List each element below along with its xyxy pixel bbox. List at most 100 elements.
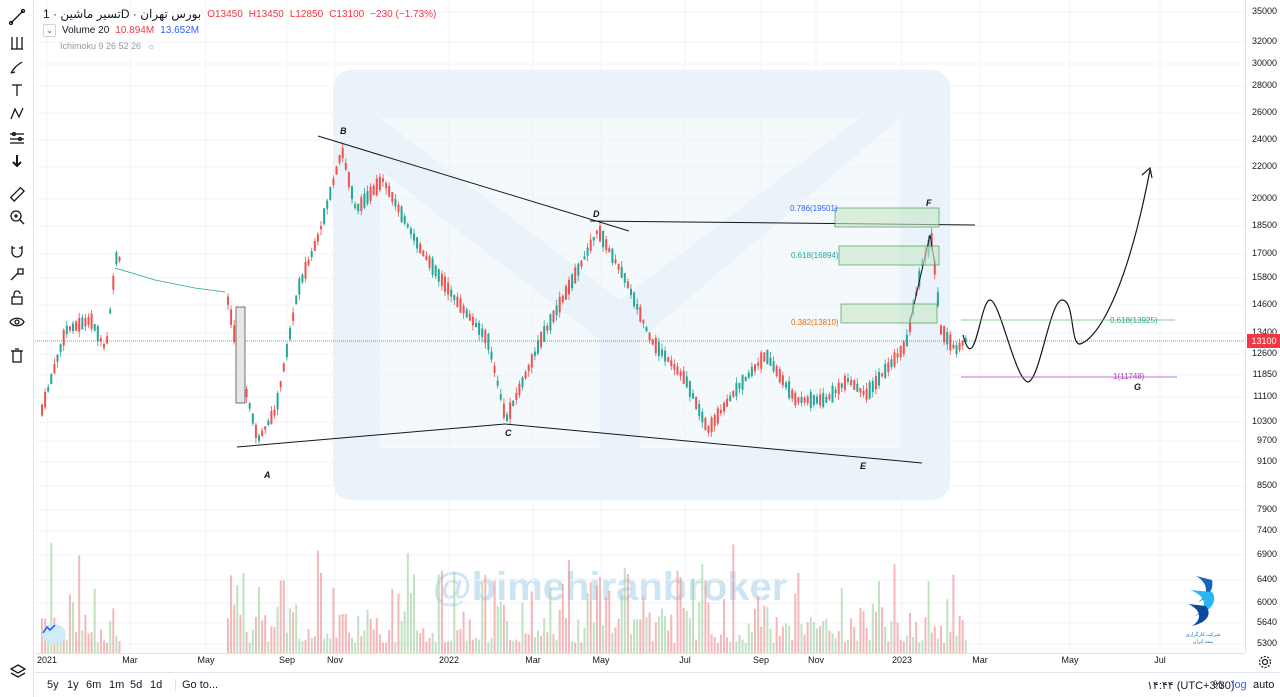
volume-bar: [416, 630, 419, 653]
volume-bar: [484, 575, 487, 653]
forecast-path[interactable]: [962, 169, 1151, 383]
candle-body: [304, 262, 307, 279]
time-tick: May: [592, 655, 610, 665]
candle-body: [617, 263, 620, 270]
lock-icon[interactable]: [4, 287, 30, 309]
volume-bar: [450, 640, 453, 653]
candle-body: [750, 366, 753, 377]
candle-body: [335, 166, 338, 175]
trash-icon[interactable]: [4, 344, 30, 366]
log-toggle[interactable]: log: [1232, 679, 1247, 691]
volume-bar: [487, 642, 490, 653]
volume-bar: [81, 630, 84, 653]
time-axis[interactable]: 2021 Mar May Sep Nov 2022 Mar May Jul Sep Nov 2023 M…: [35, 653, 1245, 667]
auto-toggle[interactable]: auto: [1253, 679, 1275, 691]
candle-body: [701, 411, 704, 423]
volume-bar: [62, 630, 65, 653]
volume-bar: [267, 641, 270, 653]
price-tick: 20000: [1251, 193, 1277, 203]
volume-bar: [276, 606, 279, 653]
trend-line-icon[interactable]: [4, 6, 30, 28]
zoom-icon[interactable]: [4, 206, 30, 228]
fib-zones[interactable]: [235, 207, 1177, 404]
eye-icon[interactable]: [4, 311, 30, 333]
chart-canvas[interactable]: @bimehiranbroker: [35, 0, 1245, 653]
candle-body: [273, 409, 276, 416]
price-tick: 10300: [1251, 416, 1277, 426]
text-icon[interactable]: [4, 79, 30, 101]
volume-bar: [391, 589, 394, 653]
hidden-eye-icon[interactable]: ☼: [147, 41, 156, 51]
volume-bar: [279, 580, 282, 653]
chart-pane[interactable]: @bimehiranbroker: [35, 0, 1245, 653]
candle-body: [329, 186, 332, 200]
candle-body: [552, 310, 555, 323]
forecast-icon[interactable]: [4, 127, 30, 149]
candle-body: [809, 391, 812, 409]
candle-body: [673, 363, 676, 370]
gear-icon[interactable]: [1258, 655, 1272, 669]
volume-bar: [642, 596, 645, 653]
candle-body: [521, 377, 524, 388]
range-1m[interactable]: 1m: [109, 679, 125, 691]
volume-bar: [964, 640, 967, 653]
collapse-legend-button[interactable]: ⌄: [43, 23, 56, 37]
range-1y[interactable]: 1y: [67, 679, 79, 691]
clock-timezone[interactable]: ۱۴:۴۴ (UTC+3:30): [1147, 680, 1235, 692]
brush-icon[interactable]: [4, 56, 30, 78]
candle-body: [850, 380, 853, 386]
fork-icon[interactable]: [4, 32, 30, 54]
magnet-icon[interactable]: [4, 240, 30, 262]
candle-body: [958, 342, 961, 351]
candle-body: [574, 267, 577, 284]
volume-bar: [366, 609, 369, 653]
symbol-title[interactable]: تسیر ماشین · 1D · بورس تهران: [43, 7, 202, 21]
volume-bar: [657, 616, 660, 653]
candle-body: [698, 403, 701, 417]
volume-bar: [242, 572, 245, 653]
volume-bar: [444, 642, 446, 653]
candle-body: [118, 257, 121, 261]
time-tick: May: [197, 655, 215, 665]
tradingview-logo-icon[interactable]: [42, 624, 66, 644]
pattern-icon[interactable]: [4, 103, 30, 125]
candle-body: [425, 255, 428, 260]
range-6m[interactable]: 6m: [86, 679, 102, 691]
volume-bar: [478, 639, 481, 653]
percent-toggle[interactable]: %: [1213, 679, 1223, 691]
range-1d[interactable]: 1d: [150, 679, 163, 691]
candle-body: [56, 354, 59, 362]
layers-icon[interactable]: [8, 662, 28, 682]
volume-bar: [568, 559, 570, 653]
volume-bar: [831, 632, 834, 653]
price-tick: 13400: [1251, 327, 1277, 337]
candle-body: [416, 237, 419, 249]
candle-body: [502, 403, 505, 418]
arrow-down-icon[interactable]: [4, 150, 30, 172]
goto-button[interactable]: Go to...: [175, 679, 218, 691]
volume-bar: [639, 619, 642, 653]
lock-draw-icon[interactable]: [4, 263, 30, 285]
candle-body: [605, 239, 608, 251]
volume-bar: [726, 637, 729, 653]
price-tick: 22000: [1251, 161, 1277, 171]
price-axis[interactable]: 35000 32000 30000 28000 26000 24000 22000 20000…: [1245, 0, 1280, 653]
ruler-icon[interactable]: [4, 183, 30, 205]
candle-body: [580, 260, 583, 267]
candle-body: [639, 307, 642, 322]
time-tick: Mar: [972, 655, 988, 665]
candle-body: [760, 352, 763, 369]
volume-bar: [704, 580, 707, 653]
volume-bar: [822, 620, 825, 653]
volume-bar: [719, 634, 722, 653]
candle-body: [369, 186, 372, 201]
range-5y[interactable]: 5y: [47, 679, 59, 691]
open-value: O13450: [207, 8, 243, 20]
volume-bar: [902, 641, 905, 653]
candle-body: [918, 270, 921, 287]
candle-body: [428, 256, 431, 268]
candle-body: [357, 203, 360, 212]
range-5d[interactable]: 5d: [130, 679, 143, 691]
volume-bar: [347, 632, 350, 653]
low-value: L12850: [289, 8, 324, 20]
